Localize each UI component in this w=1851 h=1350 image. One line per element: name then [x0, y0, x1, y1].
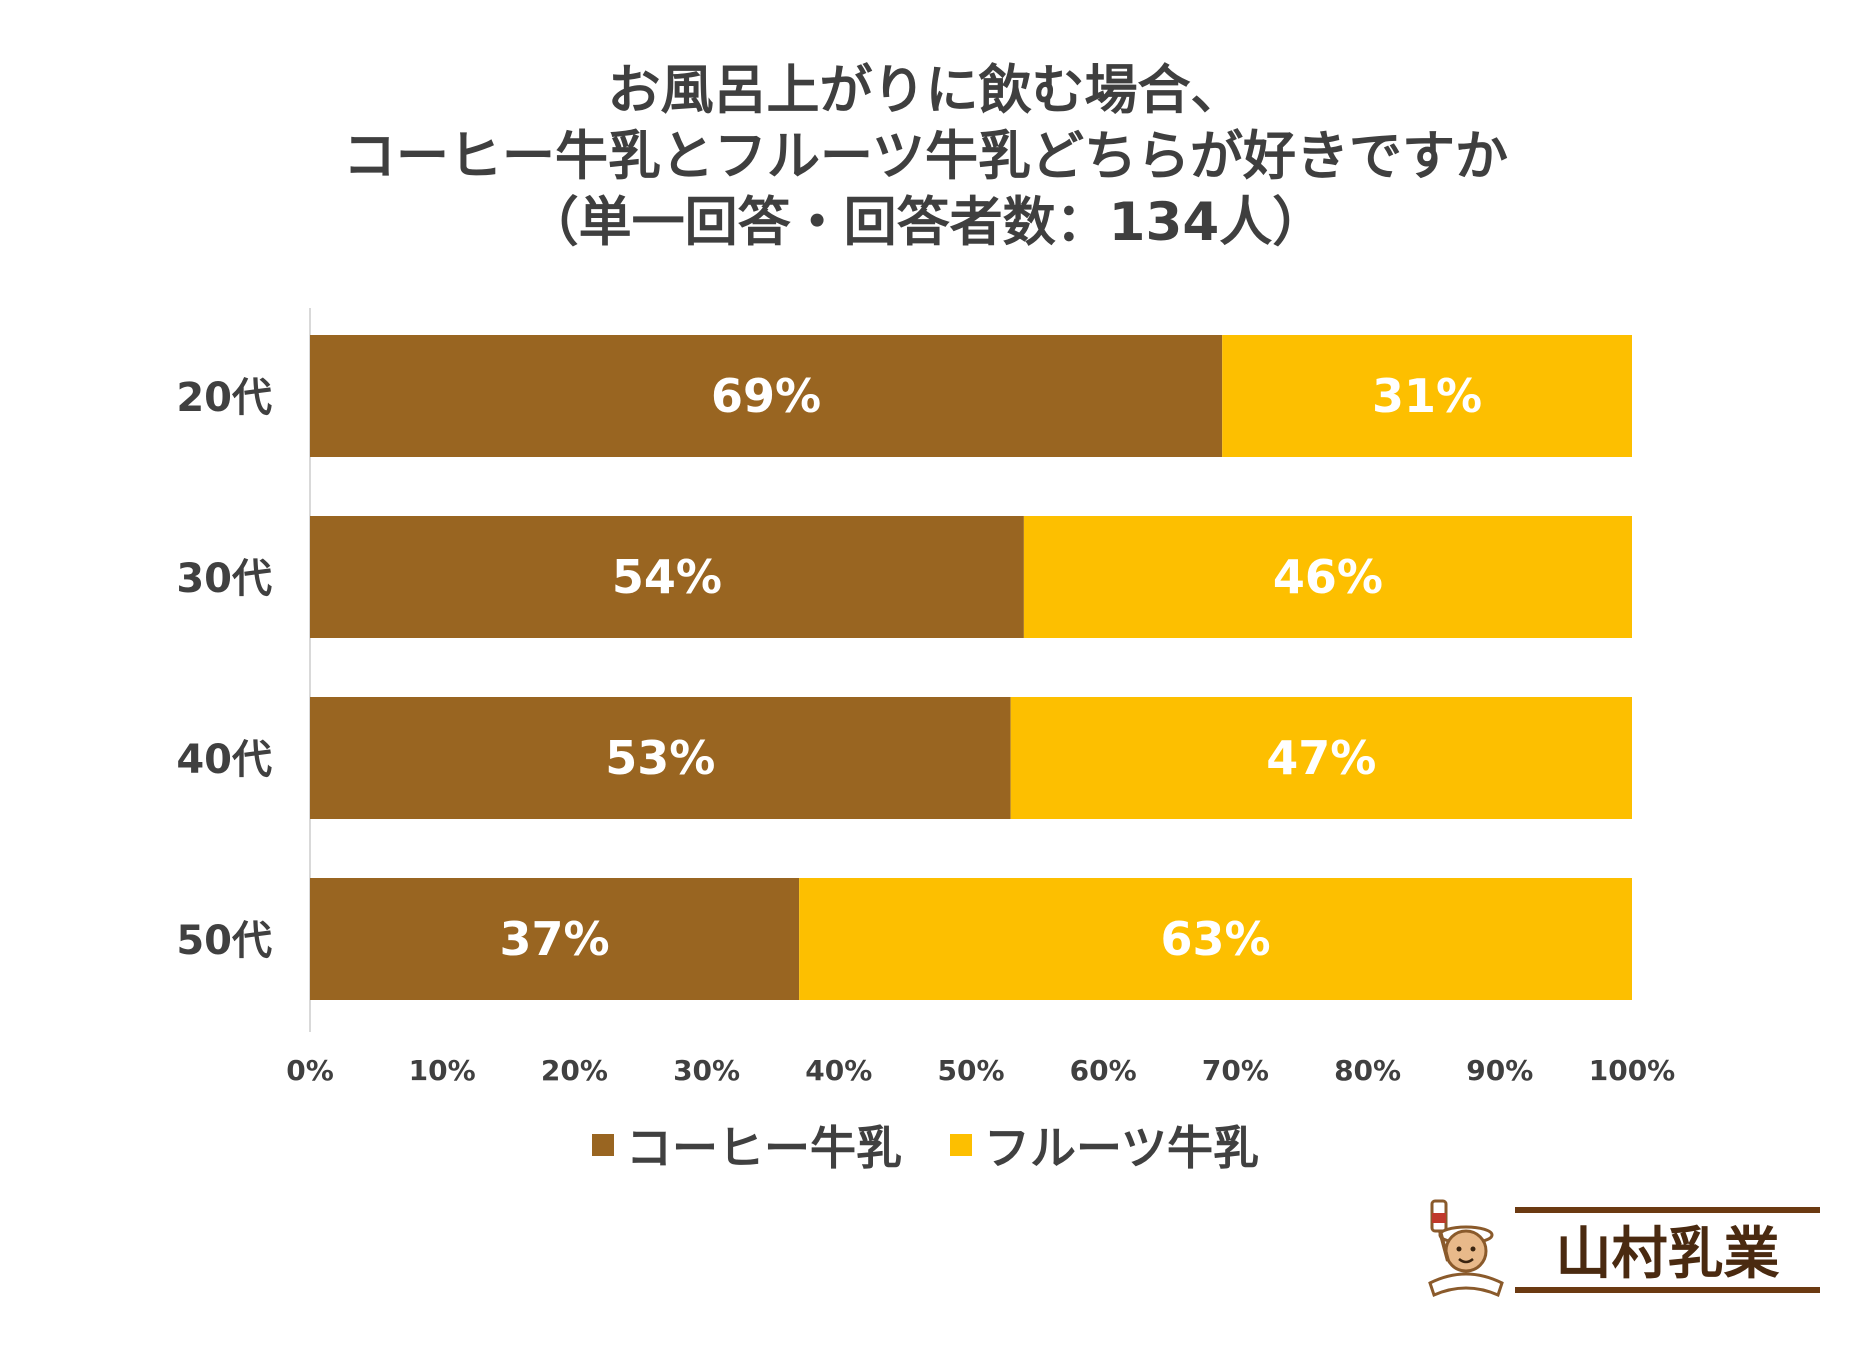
x-tick-label: 60% [1070, 1054, 1137, 1087]
data-label: 63% [1161, 912, 1271, 966]
legend-label-fruit: フルーツ牛乳 [983, 1121, 1260, 1175]
mascot-icon [1428, 1199, 1504, 1298]
bar-segment [310, 516, 1024, 638]
legend-label-coffee: コーヒー牛乳 [625, 1121, 902, 1175]
legend-swatch-coffee [591, 1134, 614, 1156]
bar-segment [310, 697, 1011, 819]
x-tick-label: 30% [673, 1054, 740, 1087]
x-tick-label: 0% [286, 1054, 334, 1087]
data-label: 46% [1273, 550, 1383, 604]
x-tick-label: 80% [1334, 1054, 1401, 1087]
bar-segment [1023, 516, 1632, 638]
title-line-3: （単一回答・回答者数：134人） [525, 192, 1326, 253]
x-tick-label: 90% [1466, 1054, 1533, 1087]
legend-swatch-fruit [949, 1134, 972, 1156]
title-line-2: コーヒー牛乳とフルーツ牛乳どちらが好きですか [343, 126, 1508, 187]
x-tick-label: 50% [937, 1054, 1004, 1087]
x-tick-label: 20% [541, 1054, 608, 1087]
stacked-bar-chart: 69% 31% 20代 54% 46% 30代 53% 47% 40代 37% 63% 50代 0% 10… [176, 308, 1676, 1087]
data-label: 47% [1266, 731, 1376, 785]
category-label: 40代 [176, 737, 272, 783]
x-tick-label: 40% [805, 1054, 872, 1087]
x-tick-label: 100% [1589, 1054, 1676, 1087]
data-label: 69% [711, 369, 821, 423]
legend: コーヒー牛乳 フルーツ牛乳 [0, 1112, 1851, 1178]
data-label: 31% [1372, 369, 1482, 423]
bar-segment [1222, 335, 1632, 457]
chart-title: お風呂上がりに飲む場合、 コーヒー牛乳とフルーツ牛乳どちらが好きですか （単一回… [0, 58, 1851, 256]
category-label: 20代 [176, 375, 272, 421]
category-label: 30代 [176, 556, 272, 602]
bar-segment [310, 878, 800, 1000]
logo-text: 山村乳業 [1555, 1220, 1780, 1287]
bar-segment [1010, 697, 1632, 819]
data-label: 37% [500, 912, 610, 966]
x-tick-label: 70% [1202, 1054, 1269, 1087]
bar-segment [310, 335, 1223, 457]
company-logo: 山村乳業 [1410, 1195, 1830, 1305]
legend-item-coffee: コーヒー牛乳 [591, 1112, 902, 1178]
legend-item-fruit: フルーツ牛乳 [949, 1112, 1260, 1178]
category-label: 50代 [176, 918, 272, 964]
x-tick-label: 10% [409, 1054, 476, 1087]
logo-frame [1515, 1207, 1820, 1293]
data-label: 53% [605, 731, 715, 785]
title-line-1: お風呂上がりに飲む場合、 [607, 60, 1244, 121]
data-label: 54% [612, 550, 722, 604]
bar-segment [799, 878, 1632, 1000]
